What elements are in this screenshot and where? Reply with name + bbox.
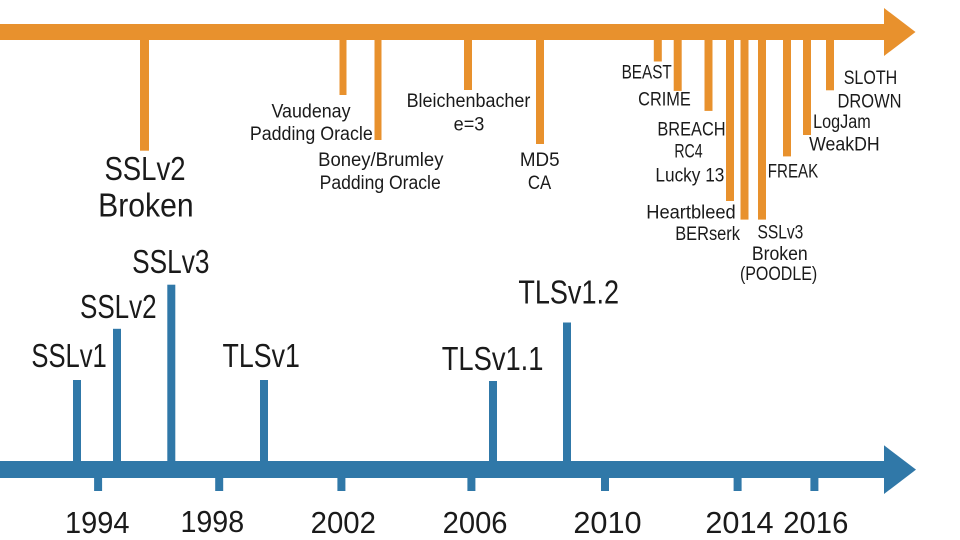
svg-text:Bleichenbacher: Bleichenbacher [407,91,531,112]
svg-text:TLSv1.2: TLSv1.2 [518,273,619,310]
svg-text:TLSv1: TLSv1 [223,337,300,374]
svg-text:SSLv3: SSLv3 [757,222,803,243]
svg-text:Vaudenay: Vaudenay [271,102,351,123]
svg-text:SSLv2: SSLv2 [80,288,157,325]
svg-text:(POODLE): (POODLE) [740,264,817,285]
svg-text:2010: 2010 [573,505,641,540]
svg-text:DROWN: DROWN [837,91,901,112]
svg-text:Boney/Brumley: Boney/Brumley [318,150,444,171]
svg-text:2014: 2014 [705,505,773,540]
svg-text:TLSv1.1: TLSv1.1 [442,340,544,377]
svg-text:LogJam: LogJam [813,112,871,133]
svg-text:e=3: e=3 [454,114,485,135]
svg-text:BEAST: BEAST [622,62,673,83]
svg-text:2006: 2006 [443,505,508,540]
svg-text:BERserk: BERserk [675,224,740,245]
svg-text:1998: 1998 [180,504,244,539]
svg-text:Broken: Broken [752,244,808,265]
svg-text:MD5: MD5 [520,150,560,171]
svg-text:SSLv1: SSLv1 [31,337,106,374]
svg-text:SLOTH: SLOTH [844,68,898,89]
svg-text:SSLv2: SSLv2 [104,150,185,187]
svg-text:2016: 2016 [783,505,848,540]
svg-text:1994: 1994 [65,505,129,540]
svg-text:Lucky 13: Lucky 13 [655,166,724,187]
svg-text:CRIME: CRIME [638,89,691,110]
svg-text:RC4: RC4 [674,141,703,162]
svg-text:Padding Oracle: Padding Oracle [320,173,441,194]
svg-text:Padding Oracle: Padding Oracle [250,124,373,145]
svg-text:Broken: Broken [98,187,194,224]
svg-text:BREACH: BREACH [657,119,725,140]
svg-text:CA: CA [528,173,552,194]
svg-text:FREAK: FREAK [768,161,819,182]
svg-text:SSLv3: SSLv3 [132,243,209,280]
svg-text:Heartbleed: Heartbleed [646,202,735,223]
svg-text:2002: 2002 [311,505,376,540]
svg-text:WeakDH: WeakDH [809,134,880,155]
